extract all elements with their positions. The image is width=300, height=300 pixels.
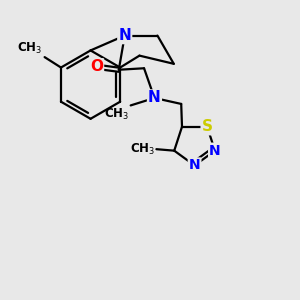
Text: S: S <box>202 119 213 134</box>
Text: CH$_3$: CH$_3$ <box>104 107 129 122</box>
Text: CH$_3$: CH$_3$ <box>130 142 155 157</box>
Text: N: N <box>148 91 161 106</box>
Text: O: O <box>90 59 103 74</box>
Text: CH$_3$: CH$_3$ <box>17 40 42 56</box>
Text: N: N <box>118 28 131 43</box>
Text: N: N <box>209 144 221 158</box>
Text: N: N <box>189 158 200 172</box>
